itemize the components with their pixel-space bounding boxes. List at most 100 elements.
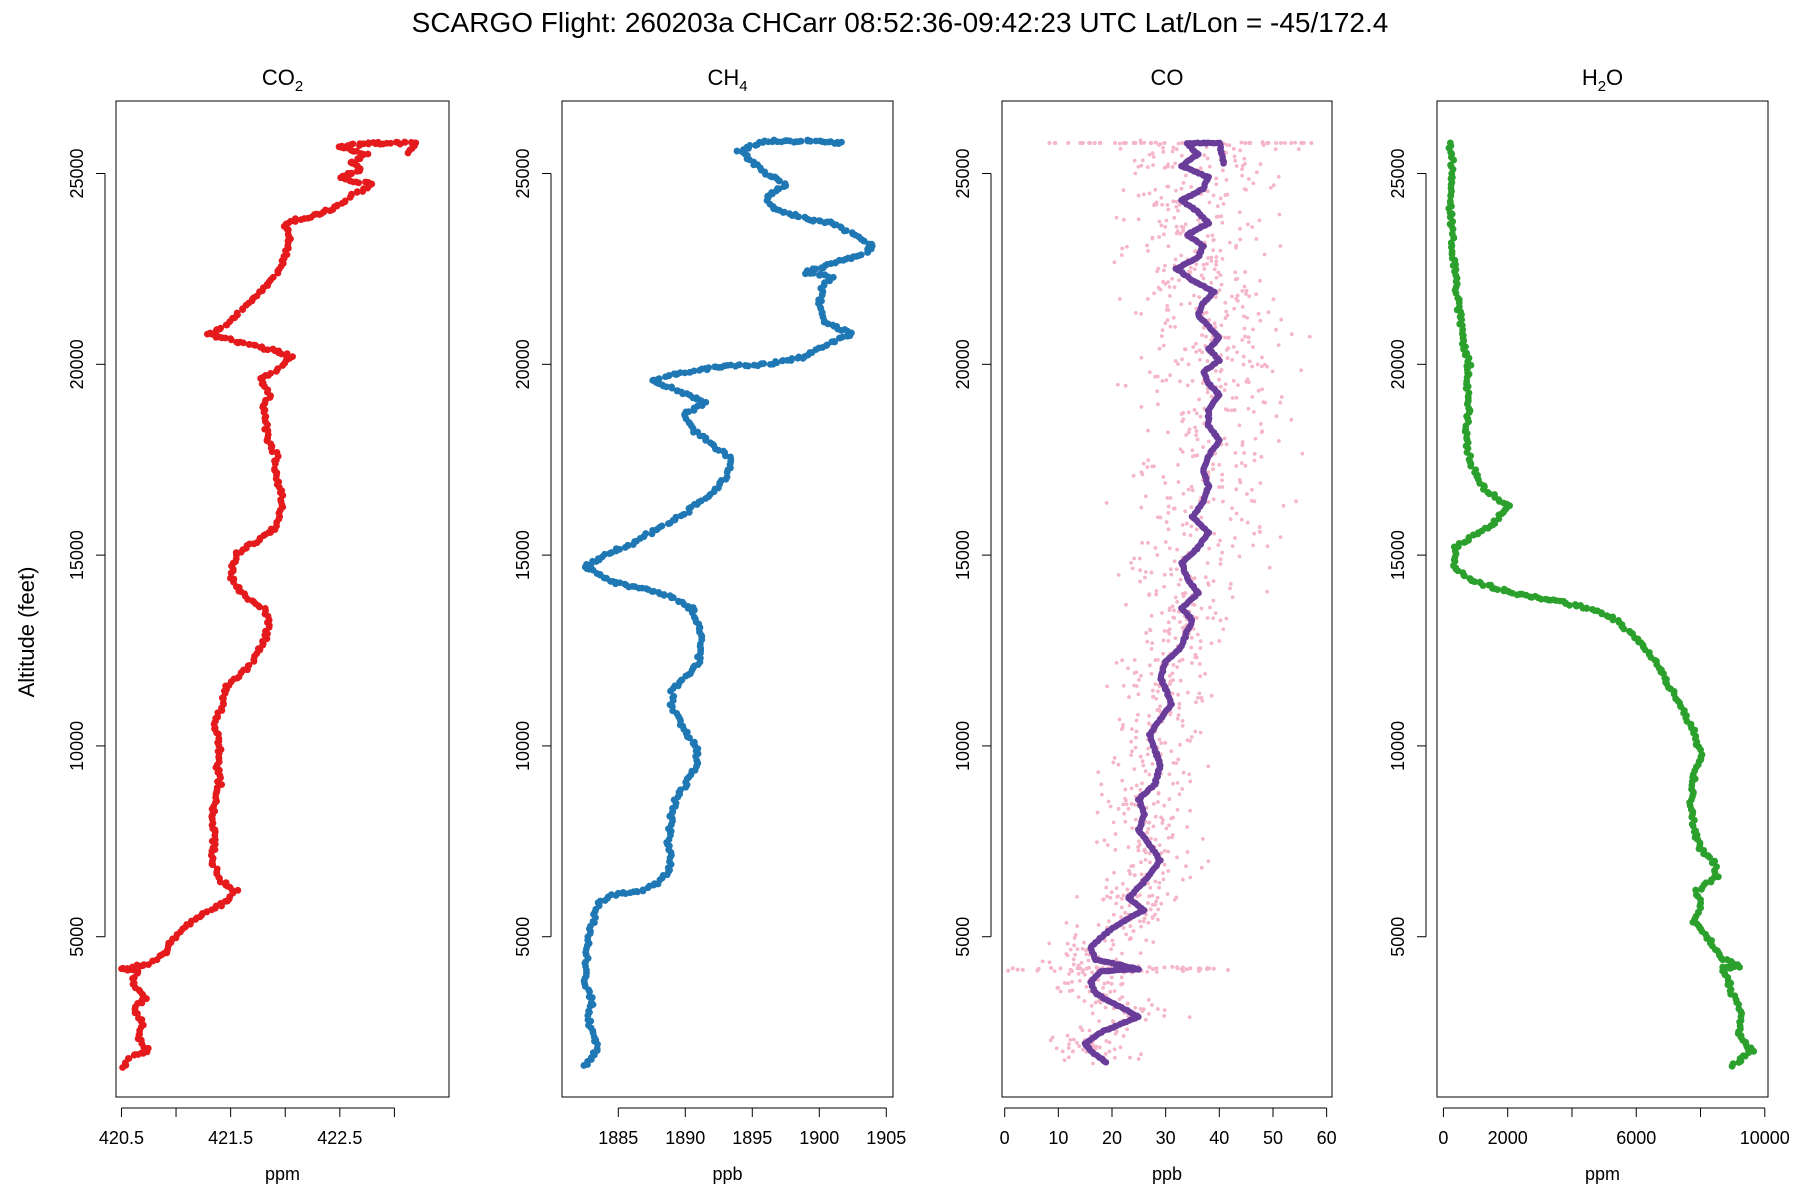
raw-point	[1218, 384, 1223, 389]
data-point	[291, 215, 299, 223]
raw-point	[1223, 316, 1228, 320]
raw-point	[1132, 767, 1137, 772]
raw-point	[1102, 838, 1107, 843]
raw-point	[1140, 759, 1145, 764]
raw-point	[1156, 707, 1161, 712]
raw-point	[1187, 772, 1192, 777]
y-tick-label: 5000	[513, 917, 533, 957]
raw-point	[1096, 770, 1101, 775]
raw-point	[1230, 396, 1235, 400]
y-tick-label: 20000	[953, 339, 973, 389]
raw-point	[1213, 451, 1218, 456]
raw-point	[1230, 357, 1235, 362]
raw-point	[1082, 940, 1086, 945]
raw-point	[1194, 411, 1199, 416]
raw-point	[1177, 706, 1182, 710]
raw-point	[1121, 893, 1126, 898]
raw-point	[1139, 311, 1144, 316]
raw-point	[1158, 142, 1163, 146]
raw-point	[1211, 598, 1216, 603]
raw-point	[1151, 163, 1156, 168]
raw-point	[1188, 779, 1193, 784]
raw-point	[1105, 894, 1109, 899]
data-point	[668, 383, 675, 391]
raw-point	[1166, 244, 1171, 249]
panel-title: CO	[1151, 65, 1184, 90]
raw-point	[1199, 515, 1204, 520]
raw-point	[1157, 843, 1162, 847]
raw-point	[1164, 520, 1169, 524]
raw-point	[1180, 787, 1185, 791]
raw-point	[1205, 966, 1210, 971]
raw-point	[1132, 683, 1137, 688]
raw-point	[1084, 984, 1089, 989]
raw-point	[1184, 433, 1189, 437]
raw-point	[1240, 167, 1245, 172]
raw-point	[1185, 690, 1190, 695]
raw-point	[1180, 357, 1184, 362]
raw-point	[1201, 445, 1205, 449]
raw-point	[1168, 682, 1172, 687]
raw-point	[1151, 802, 1156, 806]
raw-point	[1211, 497, 1216, 502]
raw-point	[1168, 496, 1173, 500]
raw-point	[1114, 957, 1119, 962]
raw-point	[1240, 173, 1244, 178]
raw-point	[1212, 531, 1217, 536]
raw-point	[1243, 270, 1248, 274]
raw-point	[1047, 140, 1052, 145]
raw-point	[1145, 639, 1150, 644]
raw-point	[1149, 140, 1154, 145]
raw-point	[1176, 757, 1181, 762]
raw-point	[1119, 253, 1124, 258]
raw-point	[1131, 863, 1136, 868]
raw-point	[1144, 938, 1149, 943]
raw-point	[1155, 389, 1160, 394]
raw-point	[1177, 278, 1181, 283]
x-tick-label: 1895	[732, 1128, 772, 1148]
raw-point	[1175, 547, 1180, 552]
raw-point	[1147, 592, 1152, 597]
raw-point	[1201, 262, 1206, 267]
raw-point	[1104, 501, 1109, 505]
data-point	[1500, 585, 1508, 593]
raw-point	[1246, 177, 1251, 181]
raw-point	[1227, 143, 1232, 148]
raw-point	[1114, 886, 1119, 891]
raw-point	[1080, 1028, 1085, 1033]
raw-point	[1244, 292, 1248, 296]
raw-point	[1080, 1047, 1085, 1052]
raw-point	[1156, 402, 1160, 407]
data-point	[788, 355, 796, 362]
raw-point	[1198, 639, 1203, 643]
raw-point	[1211, 616, 1216, 621]
raw-point	[1145, 465, 1150, 470]
raw-point	[1185, 850, 1190, 854]
raw-point	[1136, 164, 1141, 169]
raw-point	[1183, 173, 1188, 178]
raw-point	[1233, 536, 1237, 540]
raw-point	[1173, 257, 1178, 262]
raw-point	[1250, 487, 1254, 492]
x-tick-label: 421.5	[208, 1128, 253, 1148]
raw-point	[1213, 295, 1218, 300]
raw-point	[1125, 887, 1130, 892]
raw-point	[1213, 611, 1218, 616]
raw-point	[1146, 428, 1150, 433]
y-tick-label: 10000	[1388, 721, 1408, 771]
raw-point	[1144, 912, 1148, 917]
raw-point	[1214, 259, 1219, 264]
plot-frame	[561, 100, 894, 1098]
raw-point	[1279, 317, 1284, 322]
raw-point	[1156, 907, 1161, 912]
raw-point	[1207, 318, 1212, 322]
raw-point	[1180, 657, 1185, 662]
raw-point	[1111, 760, 1116, 765]
y-tick-label: 25000	[1388, 148, 1408, 198]
raw-point	[1062, 1058, 1067, 1063]
raw-point	[1166, 835, 1171, 840]
y-tick-label: 20000	[513, 339, 533, 389]
raw-point	[1138, 579, 1142, 584]
raw-point	[1153, 140, 1158, 145]
raw-point	[1257, 529, 1262, 534]
